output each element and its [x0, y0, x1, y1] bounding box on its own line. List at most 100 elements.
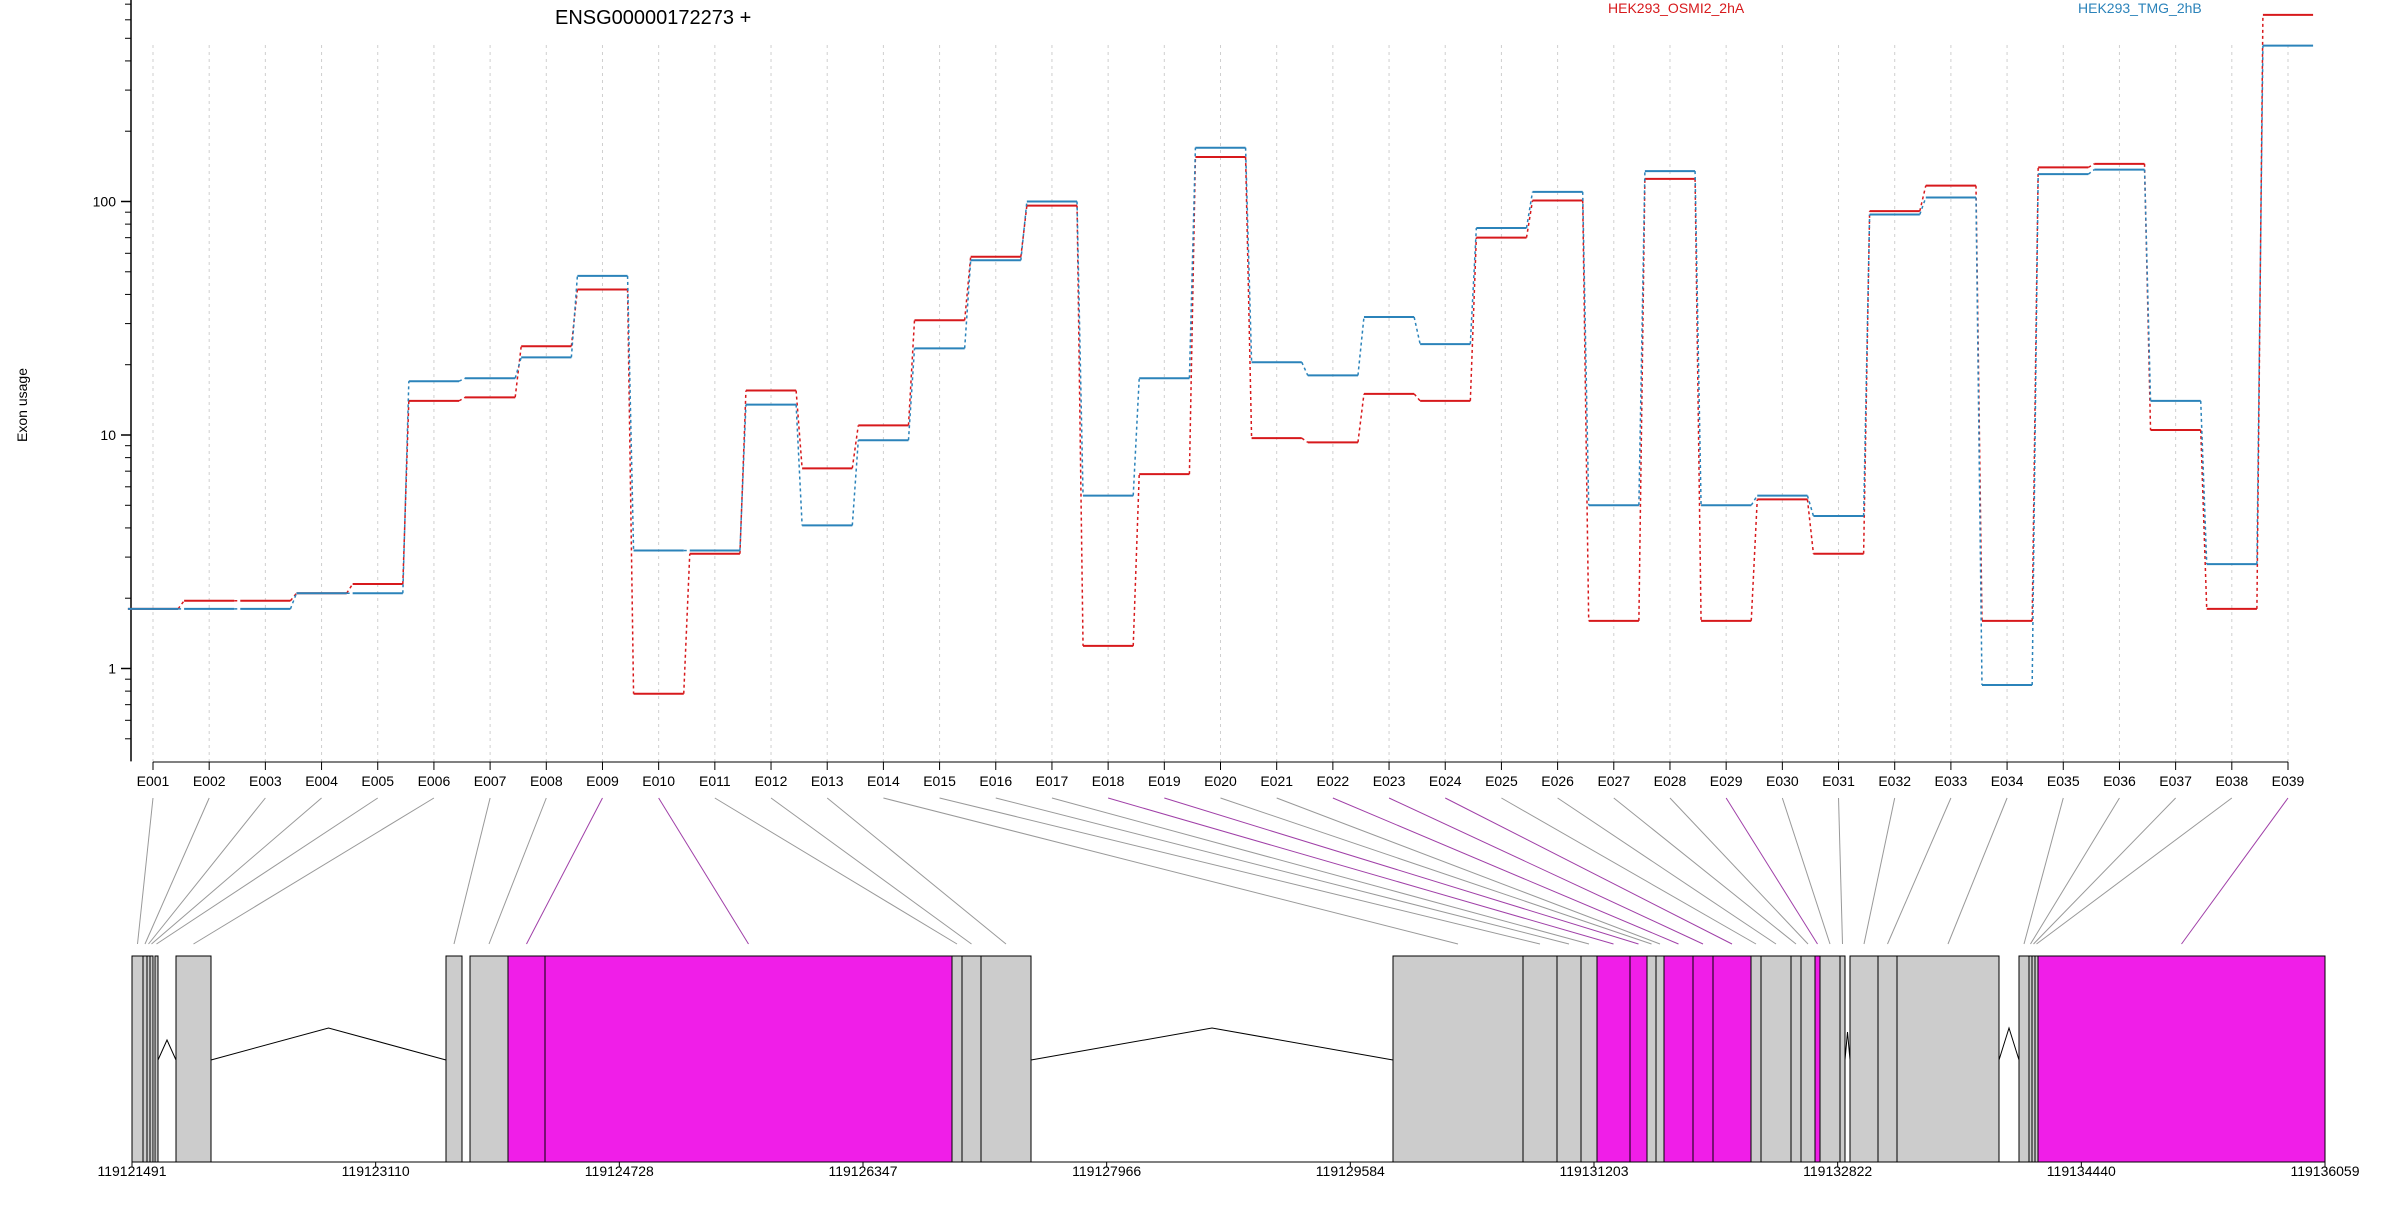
track-tick-label: 119129584: [1316, 1163, 1385, 1179]
legend-label-series-1: HEK293_OSMI2_2hA: [1608, 0, 1745, 16]
series-connector: [1076, 201, 1084, 496]
series-connector: [1132, 378, 1140, 496]
exon-box: [1663, 955, 1694, 1163]
series-connector: [402, 400, 410, 585]
x-tick-label: E004: [305, 773, 338, 789]
series-connector: [2087, 163, 2095, 169]
exon-link-line: [488, 797, 547, 945]
series-connector: [1975, 197, 1983, 685]
exon-link-line: [156, 797, 379, 945]
exon-link-line: [2030, 797, 2120, 945]
series-connector: [1244, 147, 1253, 363]
series-connector: [2087, 168, 2095, 175]
exon-box: [175, 955, 212, 1163]
exon-box: [961, 955, 982, 1163]
x-tick-label: E012: [755, 773, 788, 789]
exon-box: [980, 955, 1032, 1163]
exon-link-line: [137, 797, 154, 945]
exon-link-line: [1613, 797, 1797, 945]
y-tick-label: 10: [100, 427, 116, 443]
x-tick-label: E028: [1654, 773, 1687, 789]
intron-line: [1998, 1026, 2020, 1061]
exon-box: [1392, 955, 1524, 1163]
exon-link-line: [1781, 797, 1831, 945]
series-connector: [1301, 361, 1309, 376]
series-connector: [1525, 191, 1534, 229]
exon-box: [1896, 955, 2000, 1163]
exon-box: [142, 955, 148, 1163]
x-tick-label: E022: [1317, 773, 1350, 789]
exon-link-line: [1332, 797, 1679, 945]
series-connector: [907, 348, 916, 441]
x-tick-label: E027: [1597, 773, 1630, 789]
x-tick-label: E036: [2103, 773, 2136, 789]
exon-link-line: [1388, 797, 1704, 945]
x-tick-label: E016: [979, 773, 1012, 789]
x-tick-label: E013: [811, 773, 844, 789]
series-connector: [1413, 393, 1421, 402]
series-connector: [963, 260, 972, 349]
series-connector: [2143, 169, 2152, 401]
exon-box: [469, 955, 509, 1163]
series-connector: [570, 275, 579, 358]
x-tick-label: E035: [2047, 773, 2080, 789]
x-tick-label: E002: [193, 773, 226, 789]
x-tick-label: E026: [1541, 773, 1574, 789]
exon-box: [1877, 955, 1898, 1163]
intron-line: [157, 1038, 177, 1061]
exon-link-line: [1669, 797, 1809, 945]
series-connector: [851, 440, 860, 526]
exon-box: [544, 955, 953, 1163]
exon-link-line: [714, 797, 958, 945]
exon-link-line: [1445, 797, 1733, 945]
exon-link-line: [193, 797, 435, 945]
series-2: [127, 44, 2314, 686]
series-connector: [1638, 171, 1646, 506]
x-tick-label: E034: [1991, 773, 2024, 789]
track-tick-label: 119124728: [585, 1163, 654, 1179]
series-connector: [1357, 316, 1365, 376]
x-tick-label: E039: [2272, 773, 2305, 789]
exon-box: [1712, 955, 1752, 1163]
x-tick-label: E024: [1429, 773, 1462, 789]
exon-link-line: [826, 797, 1007, 945]
exon-link-line: [2023, 797, 2064, 945]
series-connector: [1020, 205, 1028, 257]
track-tick-label: 119127966: [1072, 1163, 1141, 1179]
exon-box: [1790, 955, 1802, 1163]
x-tick-label: E018: [1092, 773, 1125, 789]
series-connector: [963, 256, 972, 321]
x-tick-label: E008: [530, 773, 563, 789]
x-tick-label: E001: [137, 773, 170, 789]
exon-box: [1580, 955, 1598, 1163]
series-connector: [851, 425, 860, 469]
x-tick-label: E032: [1878, 773, 1911, 789]
exon-box: [1655, 955, 1665, 1163]
exon-link-line: [2181, 797, 2289, 945]
series-connector: [1919, 197, 1927, 215]
x-tick-label: E007: [474, 773, 507, 789]
exon-box: [1760, 955, 1792, 1163]
x-tick-label: E011: [699, 773, 731, 789]
series-connector: [1862, 214, 1871, 516]
series-connector: [1357, 393, 1365, 443]
series-connector: [2031, 174, 2039, 685]
track-tick-label: 119136059: [2290, 1163, 2359, 1179]
series-connector: [1413, 316, 1421, 345]
exon-box: [1839, 955, 1846, 1163]
track-tick-label: 119121491: [97, 1163, 166, 1179]
series-connector: [1244, 157, 1253, 439]
series-connector: [1581, 191, 1590, 506]
exon-box: [1522, 955, 1558, 1163]
y-tick-label: 100: [93, 194, 117, 210]
series-connector: [514, 357, 522, 379]
series-connector: [626, 289, 635, 694]
series-connector: [346, 583, 354, 594]
exon-link-line: [883, 797, 1459, 945]
series-connector: [795, 390, 803, 469]
track-tick-label: 119126347: [828, 1163, 897, 1179]
series-connector: [1525, 200, 1534, 238]
exon-link-line: [1838, 797, 1843, 945]
